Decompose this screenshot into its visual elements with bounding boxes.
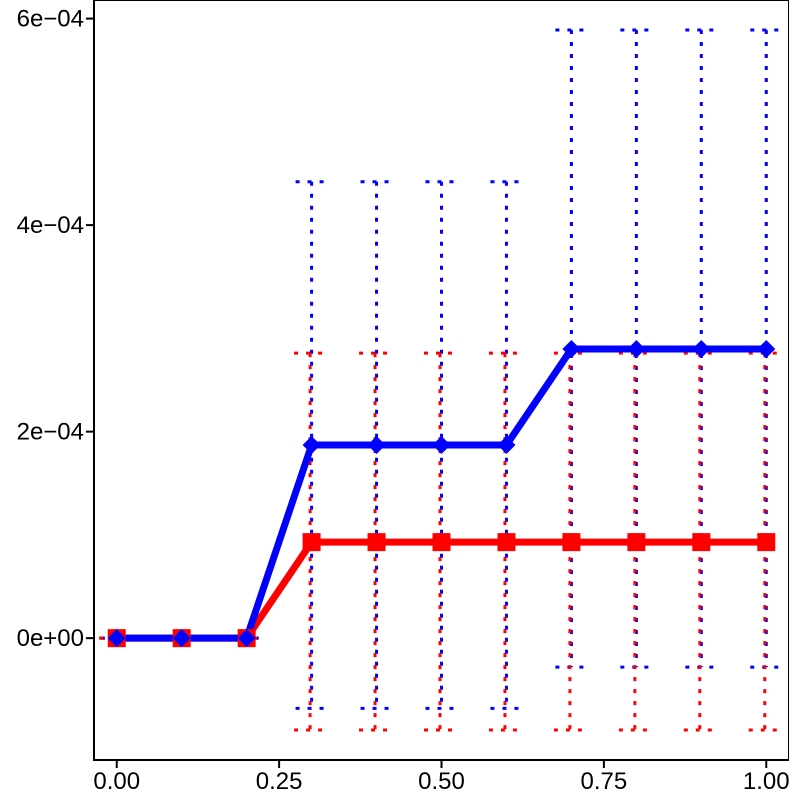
data-point [757,533,776,552]
series-markers [107,340,776,648]
data-point [497,533,516,552]
data-point [237,629,256,648]
data-point [497,436,516,455]
data-point [627,533,646,552]
data-point [367,533,386,552]
x-tick-label: 0.25 [256,768,303,789]
x-tick-label: 0.50 [418,768,465,789]
data-point [562,533,581,552]
y-tick-label: 4e−04 [17,212,84,239]
data-point [302,436,321,455]
data-point [562,340,581,359]
x-tick-label: 0.00 [93,768,140,789]
y-tick-label: 0e+00 [17,625,84,652]
error-bars [99,28,783,732]
data-point [627,340,646,359]
data-point [692,533,711,552]
y-tick-label: 2e−04 [17,419,84,446]
data-point [302,533,321,552]
data-point [107,629,126,648]
data-point [367,436,386,455]
data-point [757,340,776,359]
y-tick-label: 6e−04 [17,6,84,33]
x-tick-label: 0.75 [581,768,628,789]
data-point [692,340,711,359]
data-point [172,629,191,648]
x-axis: 0.00 0.25 0.50 0.75 1.00 [93,760,789,789]
data-point [432,436,451,455]
data-point [432,533,451,552]
x-tick-label: 1.00 [743,768,789,789]
y-axis: 0e+00 2e−04 4e−04 6e−04 [17,6,94,652]
